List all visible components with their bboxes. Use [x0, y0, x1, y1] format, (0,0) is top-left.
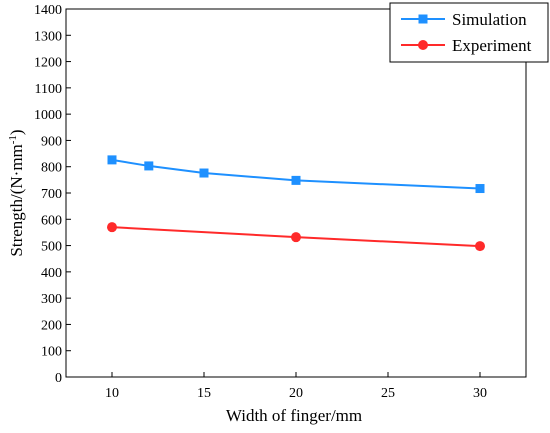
- legend-simulation-label: Simulation: [452, 10, 527, 29]
- legend-experiment-label: Experiment: [452, 36, 532, 55]
- x-axis: 10 15 20 25 30: [105, 372, 487, 401]
- x-tick-label: 10: [105, 386, 119, 401]
- y-tick-label: 500: [41, 240, 62, 255]
- y-tick-label: 200: [41, 318, 62, 333]
- y-axis-title-superscript: -1: [7, 135, 19, 144]
- x-tick-label: 25: [381, 386, 395, 401]
- simulation-point: [291, 175, 301, 185]
- x-tick-label: 30: [473, 386, 487, 401]
- simulation-point: [199, 168, 209, 178]
- experiment-point: [291, 232, 301, 243]
- simulation-point: [107, 155, 117, 165]
- y-axis-title: Strength/(N·mm-1): [7, 129, 26, 256]
- y-tick-label: 100: [41, 345, 62, 360]
- legend-experiment-marker: [418, 40, 428, 50]
- simulation-point: [475, 184, 485, 194]
- x-tick-label: 15: [197, 386, 211, 401]
- x-axis-title: Width of finger/mm: [226, 406, 362, 425]
- legend-simulation-marker: [418, 14, 428, 24]
- y-tick-label: 0: [55, 371, 62, 386]
- y-tick-label: 900: [41, 134, 62, 149]
- y-tick-label: 600: [41, 213, 62, 228]
- plot-border: [65, 8, 527, 378]
- experiment-point: [107, 222, 117, 233]
- y-tick-label: 1400: [34, 3, 62, 18]
- y-tick-label: 800: [41, 161, 62, 176]
- legend: Simulation Experiment: [389, 2, 549, 63]
- y-axis-title-close: ): [7, 129, 26, 135]
- y-axis-title-main: Strength/(N·mm: [7, 144, 26, 256]
- experiment-point: [475, 241, 485, 252]
- y-tick-label: 400: [41, 266, 62, 281]
- y-tick-label: 1100: [35, 82, 62, 97]
- y-axis: 0 100 200 300 400 500 600 700 800 900 1000 1100 1200…: [34, 3, 71, 386]
- y-tick-label: 700: [41, 187, 62, 202]
- legend-box: [389, 2, 549, 63]
- x-tick-label: 20: [289, 386, 303, 401]
- y-tick-label: 300: [41, 292, 62, 307]
- simulation-point: [144, 161, 154, 171]
- plot-frame: [65, 8, 527, 378]
- y-tick-label: 1000: [34, 108, 62, 123]
- y-tick-label: 1200: [34, 56, 62, 71]
- y-tick-label: 1300: [34, 29, 62, 44]
- series-layer: [107, 155, 485, 252]
